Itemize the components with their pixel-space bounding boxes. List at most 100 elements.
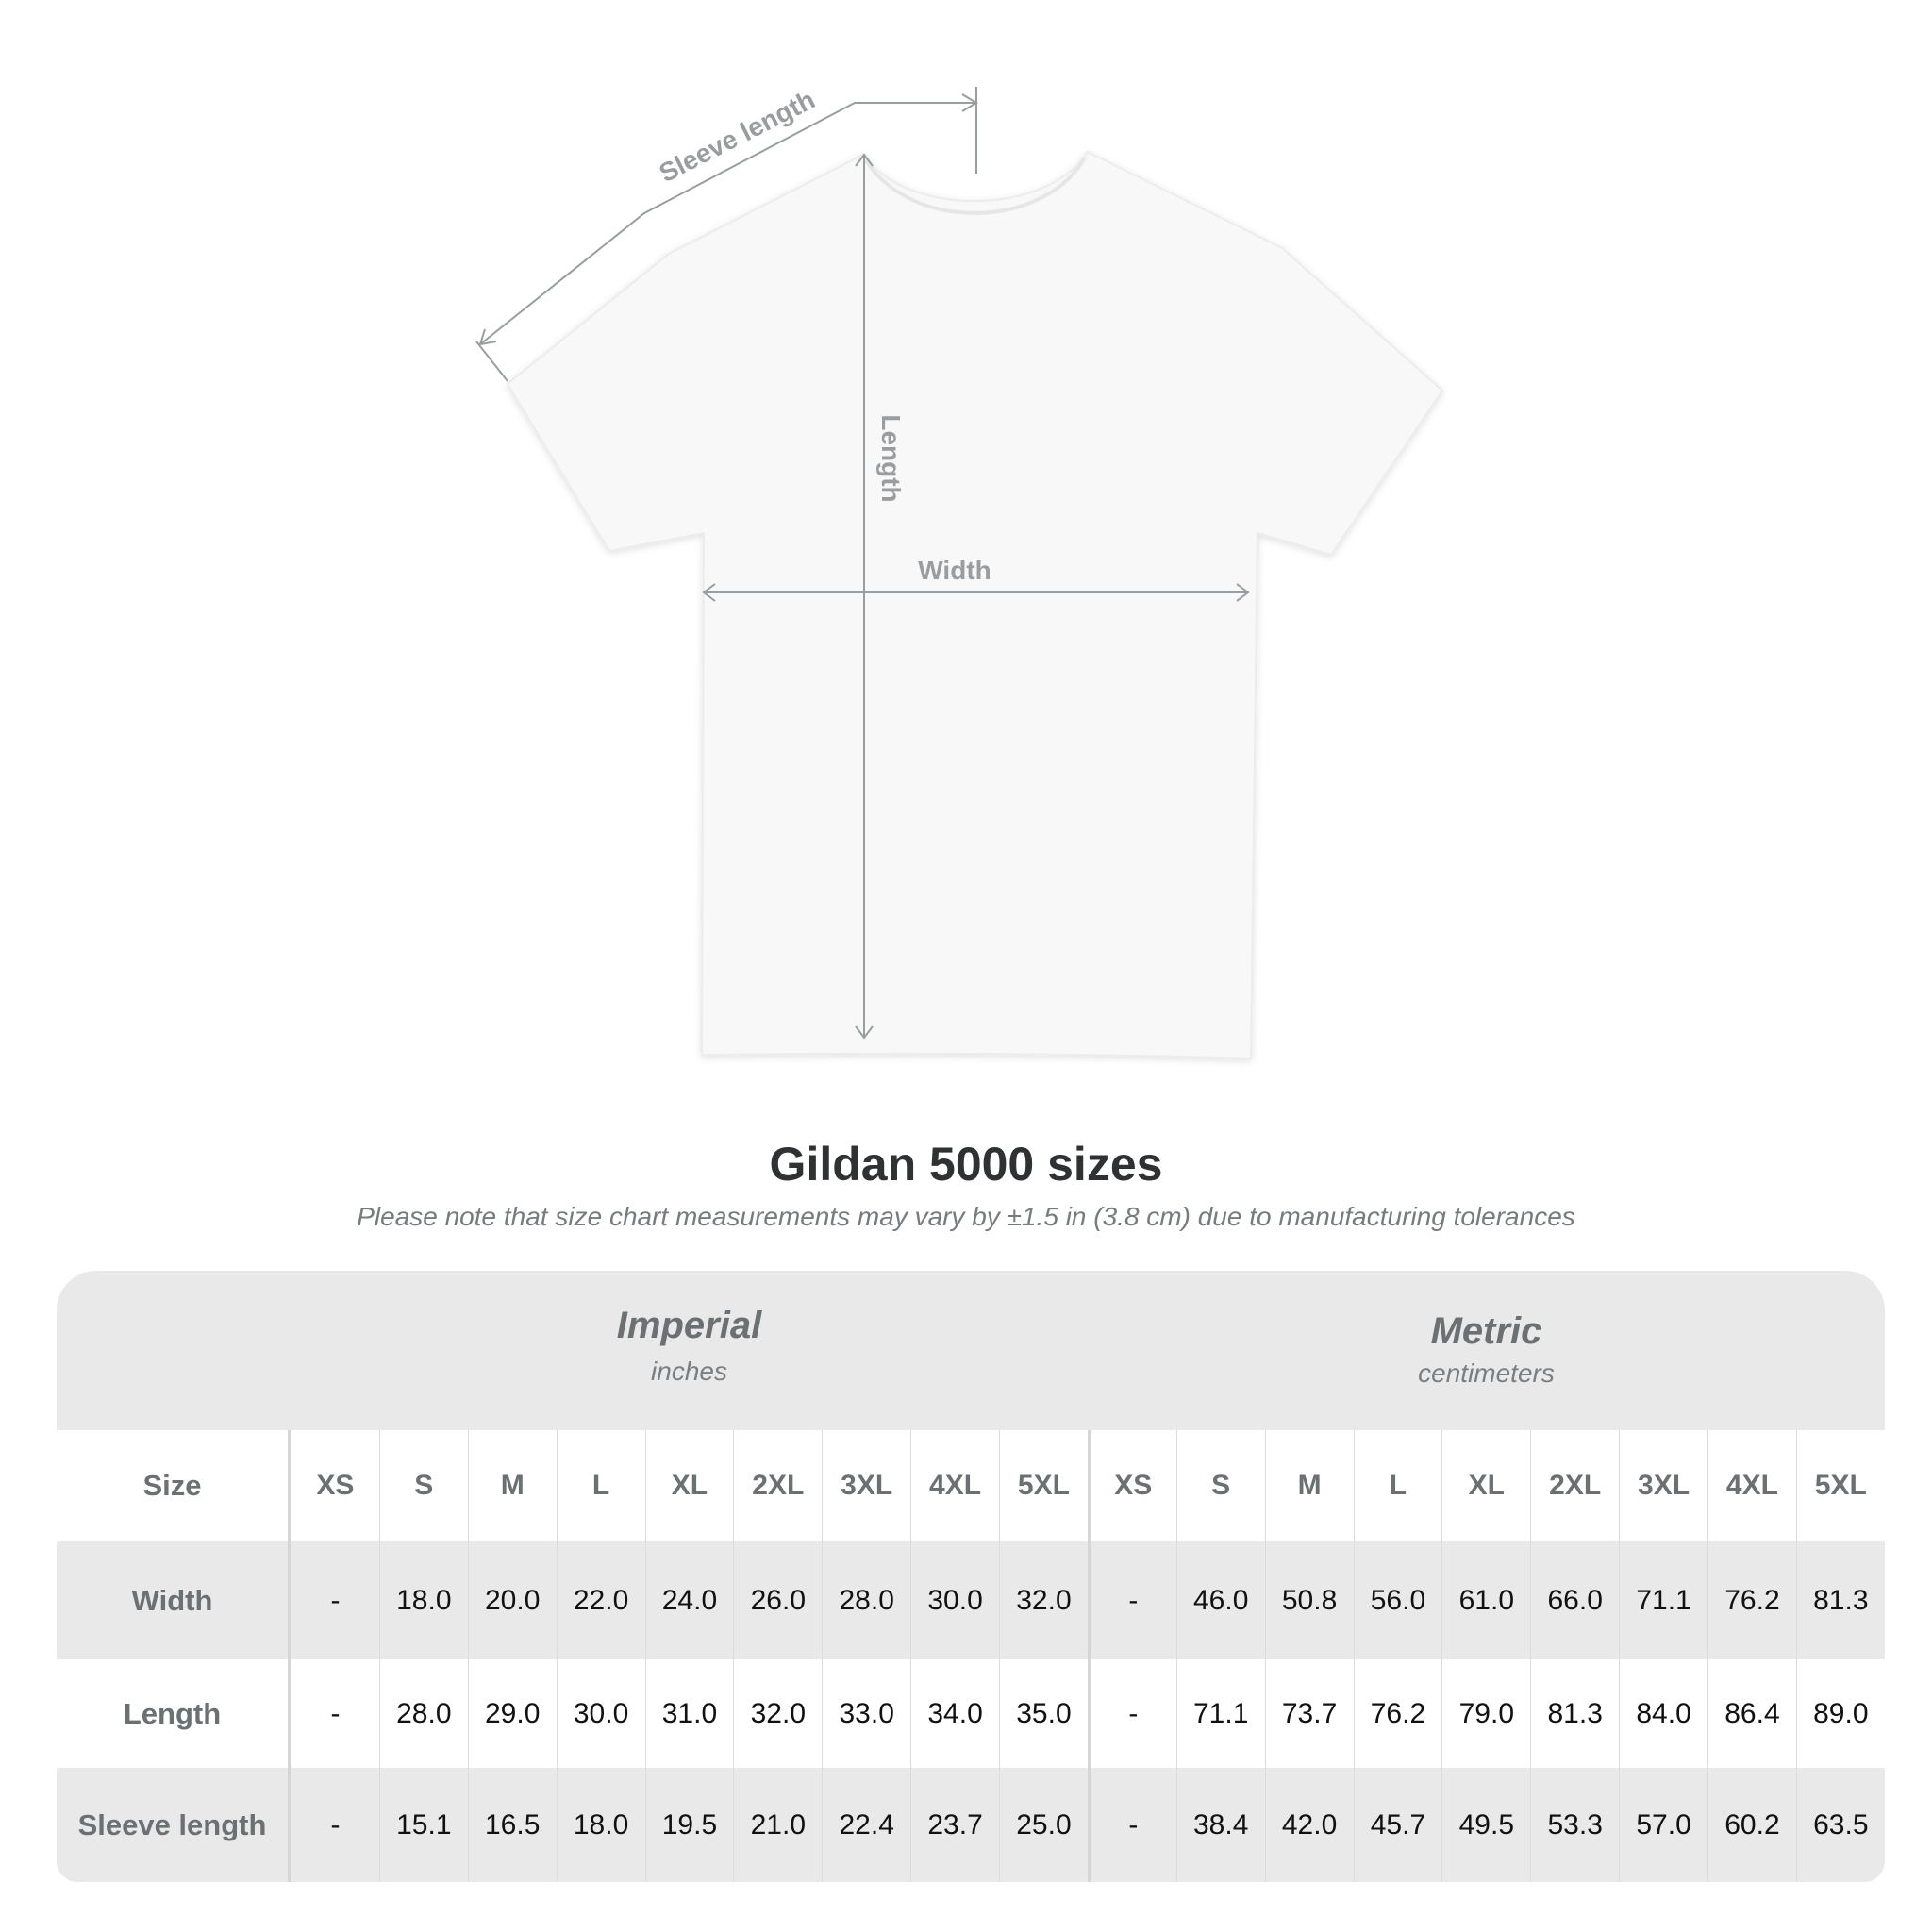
sleeve-arrow-tail [478,328,497,346]
tshirt-diagram: Sleeve length Length Width [475,85,1444,1060]
row-label: Sleeve length [57,1768,291,1882]
imperial-value-cell: 29.0 [467,1659,557,1768]
imperial-value-cell: 28.0 [822,1541,910,1659]
metric-size-header: 2XL [1530,1430,1619,1541]
width-arrow-left [702,583,716,602]
imperial-value-cell: - [291,1768,379,1882]
imperial-value-cell: 28.0 [378,1659,468,1768]
imperial-value-cell: 15.1 [378,1768,468,1882]
metric-size-header: 3XL [1619,1430,1707,1541]
metric-value-cell: 42.0 [1264,1768,1354,1882]
imperial-value-cell: 18.0 [556,1768,645,1882]
metric-size-header: XS [1087,1430,1176,1541]
length-arrow-bottom [855,1025,874,1040]
table-row: Sleeve length -15.1 16.5 18.0 19.5 21.0 22.4 23… [57,1768,1885,1882]
metric-title: Metric [1430,1310,1542,1352]
size-header-row: Size XS S M L XL 2XL 3XL 4XL 5XL XS S M L XL 2XL 3XL 4XL 5… [57,1430,1885,1541]
metric-value-cell: - [1087,1659,1176,1768]
metric-value-cell: 71.1 [1619,1541,1707,1659]
metric-unit: centimeters [1418,1358,1555,1388]
tshirt-shape [506,150,1444,1060]
metric-size-header: 5XL [1795,1430,1885,1541]
imperial-value-cell: 26.0 [733,1541,822,1659]
imperial-size-header: S [378,1430,468,1541]
metric-value-cell: 61.0 [1441,1541,1530,1659]
metric-value-cell: 60.2 [1707,1768,1796,1882]
imperial-value-cell: 31.0 [644,1659,734,1768]
sleeve-length-label: Sleeve length [655,85,820,189]
metric-value-cell: 71.1 [1175,1659,1265,1768]
length-arrow-top [855,153,874,167]
width-label: Width [918,556,991,585]
imperial-value-cell: 33.0 [822,1659,910,1768]
row-label: Length [57,1659,291,1768]
imperial-size-header: XL [644,1430,734,1541]
imperial-value-cell: 21.0 [733,1768,822,1882]
imperial-value-cell: 34.0 [910,1659,999,1768]
tolerance-note: Please note that size chart measurements… [357,1202,1575,1231]
imperial-value-cell: 19.5 [644,1768,734,1882]
metric-value-cell: 84.0 [1619,1659,1707,1768]
imperial-unit: inches [651,1357,727,1386]
imperial-size-header: XS [291,1430,379,1541]
imperial-value-cell: 24.0 [644,1541,734,1659]
metric-value-cell: 76.2 [1353,1659,1442,1768]
imperial-value-cell: 32.0 [733,1659,822,1768]
sleeve-end-tick [475,341,508,382]
imperial-value-cell: - [291,1541,379,1659]
table-row: Width -18.0 20.0 22.0 24.0 26.0 28.0 30.0 32.0-4… [57,1541,1885,1659]
imperial-size-header: 4XL [910,1430,999,1541]
imperial-value-cell: 22.0 [556,1541,645,1659]
metric-value-cell: 57.0 [1619,1768,1707,1882]
metric-value-cell: 53.3 [1530,1768,1619,1882]
page-title: Gildan 5000 sizes [769,1138,1163,1191]
metric-size-header: L [1353,1430,1442,1541]
metric-value-cell: 86.4 [1707,1659,1796,1768]
length-label: Length [876,414,906,502]
imperial-size-header: L [556,1430,645,1541]
metric-value-cell: 46.0 [1175,1541,1265,1659]
imperial-value-cell: 16.5 [467,1768,557,1882]
metric-value-cell: 81.3 [1795,1541,1885,1659]
imperial-value-cell: 18.0 [378,1541,468,1659]
imperial-value-cell: 30.0 [556,1659,645,1768]
metric-value-cell: 89.0 [1795,1659,1885,1768]
metric-value-cell: 63.5 [1795,1768,1885,1882]
imperial-title: Imperial [616,1305,762,1346]
imperial-header: Imperial inches [291,1271,1088,1430]
row-label: Width [57,1541,291,1659]
metric-size-header: XL [1441,1430,1530,1541]
imperial-value-cell: 32.0 [999,1541,1088,1659]
metric-value-cell: - [1087,1541,1176,1659]
metric-value-cell: 49.5 [1441,1768,1530,1882]
metric-value-cell: 79.0 [1441,1659,1530,1768]
width-arrow-right [1236,583,1250,602]
imperial-value-cell: - [291,1659,379,1768]
metric-size-header: M [1264,1430,1354,1541]
imperial-size-header: 3XL [822,1430,910,1541]
metric-value-cell: 66.0 [1530,1541,1619,1659]
metric-value-cell: 81.3 [1530,1659,1619,1768]
imperial-value-cell: 25.0 [999,1768,1088,1882]
collar [864,156,1087,215]
imperial-value-cell: 30.0 [910,1541,999,1659]
imperial-size-header: M [467,1430,557,1541]
metric-value-cell: 50.8 [1264,1541,1354,1659]
metric-size-header: 4XL [1707,1430,1796,1541]
imperial-size-header: 5XL [999,1430,1088,1541]
metric-size-header: S [1175,1430,1265,1541]
metric-header: Metric centimeters [1088,1271,1885,1430]
imperial-value-cell: 20.0 [467,1541,557,1659]
size-header-label: Size [57,1430,291,1541]
sleeve-length-line [479,102,976,345]
imperial-value-cell: 22.4 [822,1768,910,1882]
metric-value-cell: 38.4 [1175,1768,1265,1882]
metric-value-cell: 56.0 [1353,1541,1442,1659]
size-table: Imperial inches Metric centimeters Size X… [57,1271,1885,1882]
metric-value-cell: 45.7 [1353,1768,1442,1882]
metric-value-cell: 73.7 [1264,1659,1354,1768]
sleeve-arrow-head [961,93,978,112]
table-row: Length -28.0 29.0 30.0 31.0 32.0 33.0 34.0 35.0-… [57,1659,1885,1768]
imperial-size-header: 2XL [733,1430,822,1541]
imperial-value-cell: 23.7 [910,1768,999,1882]
